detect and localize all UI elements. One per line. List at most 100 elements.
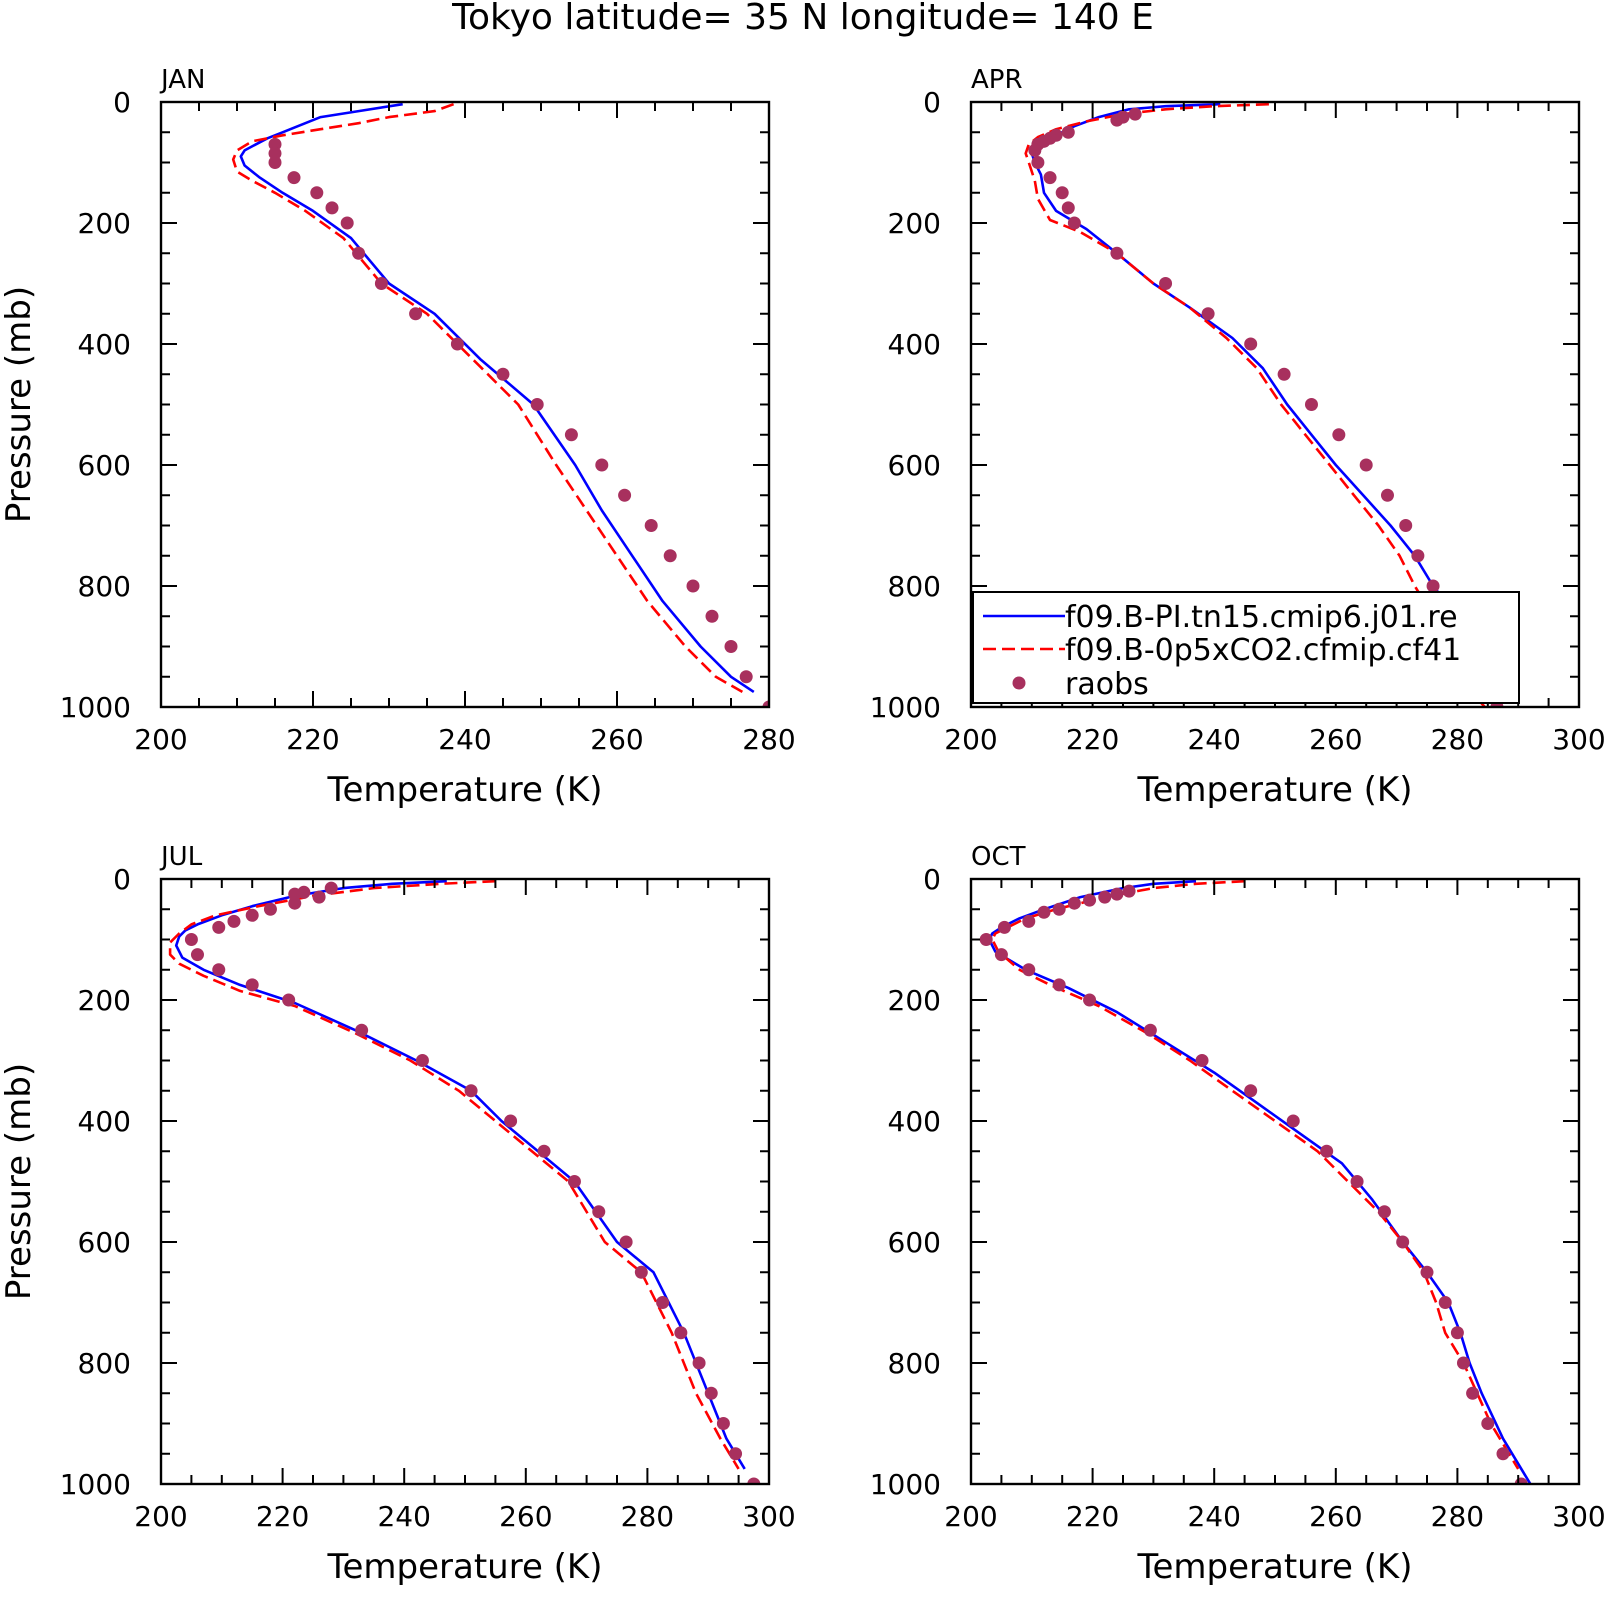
x-axis-label: Temperature (K) (326, 1547, 602, 1587)
raobs-marker (1067, 896, 1081, 910)
raobs-marker (184, 933, 198, 946)
raobs-marker (1022, 963, 1036, 977)
series-group (231, 102, 769, 707)
raobs-marker (1110, 887, 1124, 901)
raobs-marker (1061, 125, 1075, 139)
raobs-marker (997, 920, 1011, 934)
raobs-marker (268, 137, 282, 151)
raobs-marker (704, 1386, 718, 1400)
raobs-marker (504, 1114, 518, 1128)
y-tick-label: 800 (888, 570, 941, 603)
raobs-marker (374, 277, 388, 290)
raobs-marker (287, 171, 301, 185)
y-tick-label: 400 (888, 1105, 941, 1138)
series-line-0p5xco2 (168, 879, 740, 1470)
raobs-marker (1456, 1356, 1470, 1370)
y-tick-label: 200 (78, 207, 131, 240)
x-axis-label: Temperature (K) (326, 770, 602, 810)
raobs-marker (1043, 171, 1057, 185)
x-tick-label: 220 (1066, 1500, 1119, 1533)
raobs-marker (310, 186, 324, 200)
y-tick-label: 400 (78, 328, 131, 361)
legend-marker-raobs (1012, 676, 1026, 690)
raobs-marker (1037, 905, 1051, 919)
raobs-marker (312, 890, 326, 904)
raobs-marker (739, 670, 753, 684)
raobs-marker (1052, 978, 1066, 992)
raobs-marker (450, 337, 464, 351)
raobs-marker (656, 1296, 670, 1309)
raobs-marker (415, 1054, 429, 1067)
y-tick-label: 800 (78, 1347, 131, 1380)
raobs-marker (268, 146, 282, 160)
raobs-marker (212, 920, 226, 934)
raobs-marker (1466, 1386, 1480, 1400)
raobs-marker (288, 896, 302, 910)
x-tick-label: 300 (1552, 723, 1605, 756)
raobs-marker (1122, 884, 1136, 898)
y-tick-label: 600 (888, 1226, 941, 1259)
raobs-marker (340, 216, 354, 230)
raobs-marker (227, 914, 241, 928)
raobs-marker (325, 201, 339, 215)
panel-label: APR (971, 65, 1023, 95)
raobs-marker (724, 640, 738, 653)
raobs-marker (245, 908, 259, 922)
x-tick-label: 260 (590, 723, 643, 756)
y-tick-label: 1000 (60, 691, 131, 724)
x-tick-label: 240 (377, 1500, 430, 1533)
raobs-marker (1496, 1447, 1510, 1461)
x-tick-label: 260 (1309, 1500, 1362, 1533)
series-line-pi (239, 102, 755, 693)
y-tick-label: 0 (923, 86, 941, 119)
raobs-marker (1083, 993, 1097, 1007)
raobs-marker (1195, 1054, 1209, 1067)
y-axis-label: Pressure (mb) (0, 286, 39, 523)
raobs-marker (530, 398, 544, 411)
panel-label: JAN (159, 65, 205, 95)
raobs-marker (409, 307, 423, 321)
y-tick-label: 0 (113, 86, 131, 119)
raobs-marker (729, 1447, 743, 1461)
raobs-marker (1377, 1205, 1391, 1219)
plot-frame (969, 877, 1581, 1486)
y-tick-label: 600 (888, 449, 941, 482)
legend-entry-label: raobs (1065, 667, 1149, 702)
raobs-marker (1201, 307, 1215, 321)
x-tick-label: 200 (134, 723, 187, 756)
panel-label: OCT (971, 842, 1026, 872)
raobs-marker (190, 948, 204, 962)
raobs-marker (1450, 1326, 1464, 1340)
raobs-marker (1067, 216, 1081, 230)
raobs-marker (1061, 201, 1075, 215)
raobs-marker (1244, 337, 1258, 351)
legend-box (972, 591, 1520, 704)
raobs-marker (355, 1023, 369, 1037)
x-tick-label: 280 (1431, 1500, 1484, 1533)
raobs-marker (692, 1356, 706, 1370)
raobs-marker (1399, 519, 1413, 532)
panel-jul: 200 220 240 260 280 300 0 200 400 600 800 1000 JUL Te… (0, 842, 796, 1587)
raobs-marker (618, 488, 632, 502)
raobs-marker (747, 1477, 761, 1484)
x-tick-label: 300 (1552, 1500, 1605, 1533)
x-tick-label: 260 (499, 1500, 552, 1533)
x-axis-label: Temperature (K) (1136, 770, 1412, 810)
x-tick-label: 280 (621, 1500, 674, 1533)
y-tick-label: 600 (78, 449, 131, 482)
raobs-marker (663, 549, 677, 563)
y-tick-label: 1000 (870, 1468, 941, 1501)
legend-entry-label: f09.B-PI.tn15.cmip6.j01.re (1065, 600, 1458, 635)
raobs-marker (1411, 549, 1425, 563)
raobs-marker (245, 978, 259, 992)
raobs-marker (1110, 246, 1124, 260)
raobs-marker (1396, 1235, 1410, 1249)
x-axis-label: Temperature (K) (1136, 1547, 1412, 1587)
y-tick-label: 800 (78, 570, 131, 603)
raobs-marker (716, 1417, 730, 1430)
x-tick-label: 200 (944, 723, 997, 756)
raobs-marker (1031, 156, 1045, 169)
legend: f09.B-PI.tn15.cmip6.j01.ref09.B-0p5xCO2.… (972, 591, 1520, 704)
raobs-marker (1426, 579, 1440, 593)
x-tick-label: 280 (742, 723, 795, 756)
